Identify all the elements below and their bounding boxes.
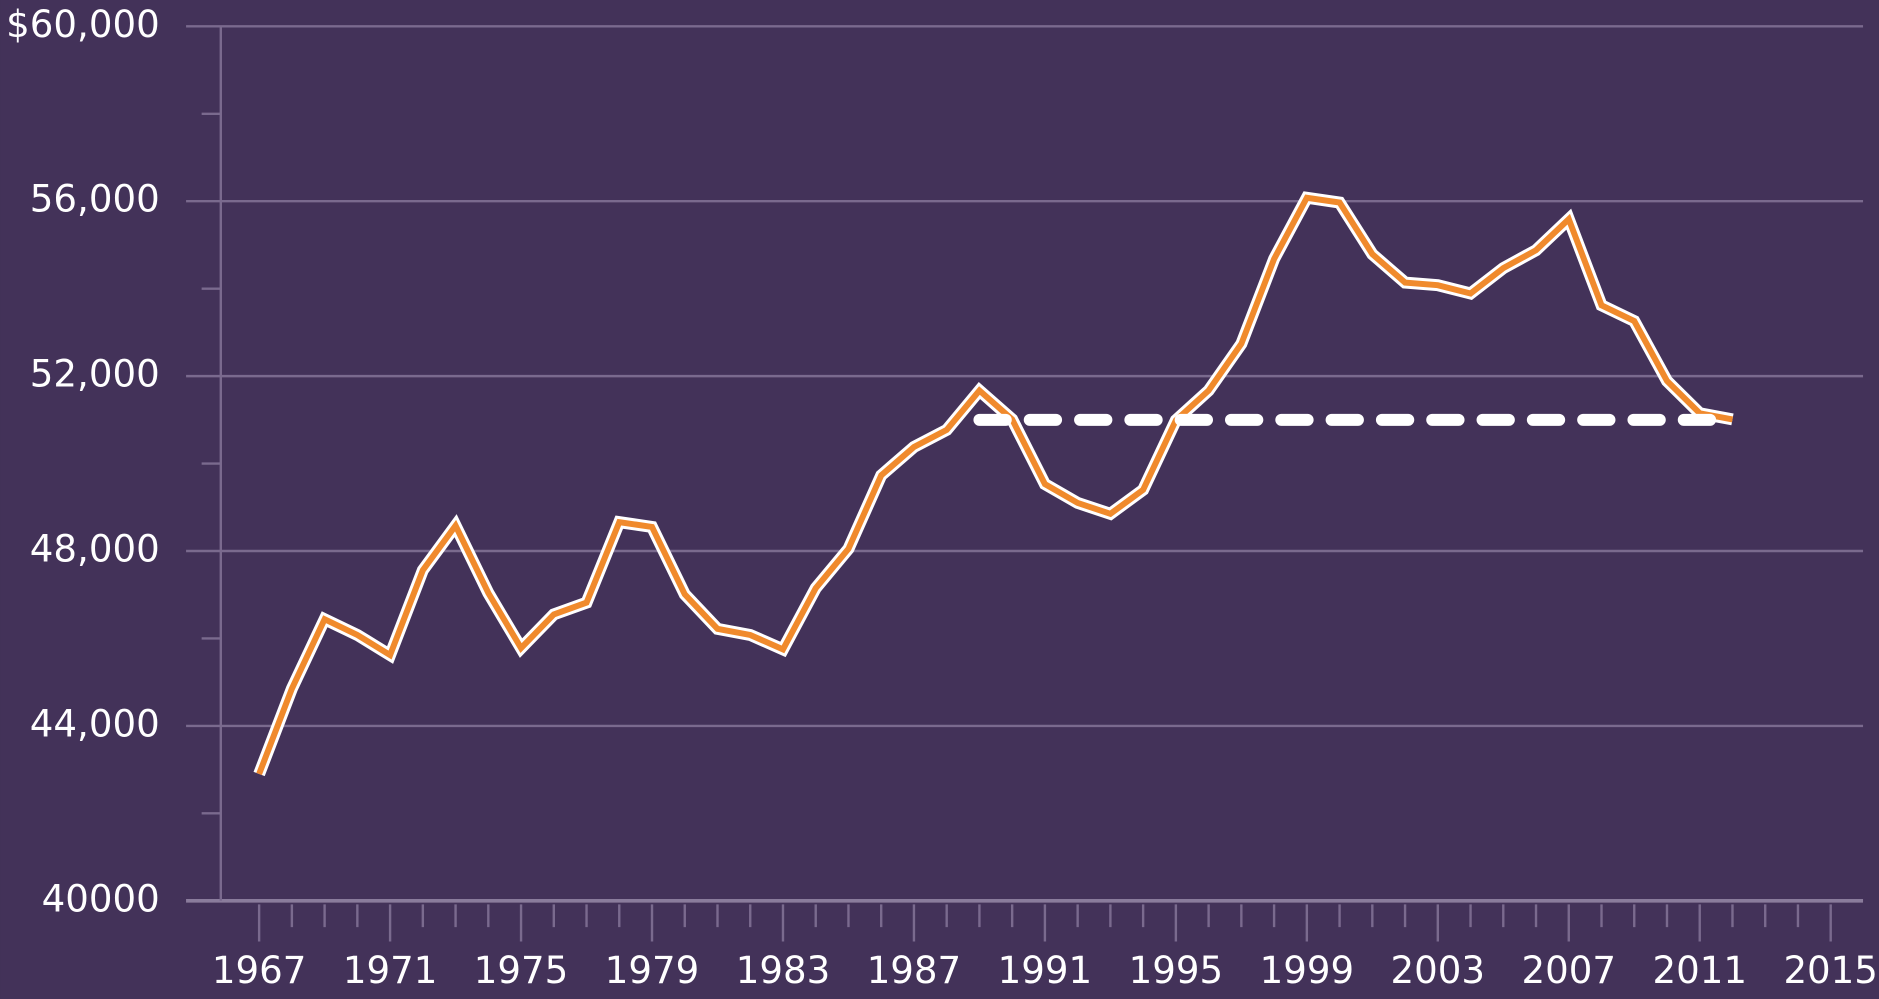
x-tick-label: 1983	[736, 949, 830, 992]
x-tick-label: 1999	[1260, 949, 1354, 992]
x-tick-label: 2015	[1783, 949, 1877, 992]
y-tick-label: $60,000	[6, 3, 160, 46]
x-tick-label: 1979	[605, 949, 699, 992]
y-tick-label: 44,000	[30, 702, 160, 745]
x-tick-label: 1987	[867, 949, 961, 992]
y-tick-label: 52,000	[30, 353, 160, 396]
x-tick-label: 1991	[998, 949, 1092, 992]
x-tick-label: 2007	[1522, 949, 1616, 992]
y-tick-label: 40000	[42, 877, 160, 920]
x-tick-label: 2011	[1652, 949, 1746, 992]
x-tick-label: 2003	[1391, 949, 1485, 992]
y-tick-label: 48,000	[30, 528, 160, 571]
y-tick-label: 56,000	[30, 178, 160, 221]
x-tick-label: 1967	[212, 949, 306, 992]
x-tick-label: 1975	[474, 949, 568, 992]
x-tick-label: 1971	[343, 949, 437, 992]
line	[256, 194, 1734, 776]
x-tick-label: 1995	[1129, 949, 1223, 992]
